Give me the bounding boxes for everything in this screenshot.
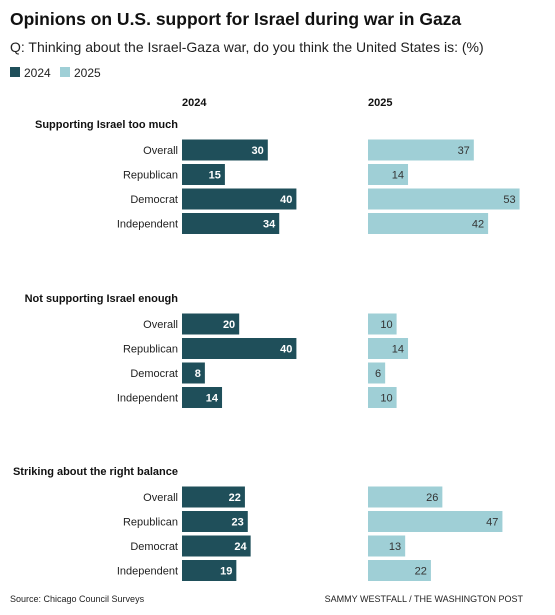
- value-label-2025-republican: 14: [392, 344, 404, 356]
- bar-2025-overall: [368, 139, 474, 161]
- value-label-2024-republican: 40: [280, 344, 292, 356]
- bar-2025-democrat: [368, 535, 406, 557]
- bar-2024-overall: [182, 313, 240, 335]
- bar-2024-republican: [182, 338, 297, 359]
- category-label-democrat: Democrat: [130, 368, 178, 380]
- category-label-republican: Republican: [123, 517, 178, 529]
- category-label-overall: Overall: [143, 319, 178, 331]
- value-label-2024-democrat: 40: [280, 194, 292, 206]
- group-title: Not supporting Israel enough: [25, 293, 179, 305]
- legend-swatch-2025: [60, 67, 70, 77]
- value-label-2025-democrat: 13: [389, 541, 401, 553]
- bar-2024-independent: [182, 387, 223, 408]
- value-label-2024-democrat: 8: [195, 368, 201, 380]
- value-label-2024-overall: 30: [252, 145, 264, 157]
- bar-2024-democrat: [182, 535, 251, 557]
- value-label-2024-republican: 23: [232, 517, 244, 529]
- bar-2025-republican: [368, 511, 503, 532]
- value-label-2025-democrat: 53: [503, 194, 515, 206]
- value-label-2025-republican: 47: [486, 517, 498, 529]
- legend-label-2024: 2024: [24, 66, 51, 80]
- bar-2025-democrat: [368, 362, 386, 384]
- bar-2025-democrat: [368, 188, 520, 210]
- bar-2025-republican: [368, 338, 409, 359]
- group-title: Supporting Israel too much: [35, 119, 178, 131]
- value-label-2024-overall: 22: [229, 492, 241, 504]
- bar-2025-independent: [368, 560, 431, 581]
- value-label-2024-overall: 20: [223, 319, 235, 331]
- bar-2024-overall: [182, 486, 245, 508]
- value-label-2025-republican: 14: [392, 170, 404, 182]
- value-label-2024-republican: 15: [209, 170, 221, 182]
- bar-2025-overall: [368, 313, 397, 335]
- category-label-independent: Independent: [117, 393, 178, 405]
- category-label-independent: Independent: [117, 566, 178, 578]
- column-header-2024: 2024: [182, 97, 207, 109]
- value-label-2024-independent: 14: [206, 393, 219, 405]
- value-label-2025-independent: 22: [415, 566, 427, 578]
- category-label-overall: Overall: [143, 492, 178, 504]
- value-label-2025-overall: 26: [426, 492, 438, 504]
- legend-label-2025: 2025: [74, 66, 101, 80]
- value-label-2024-democrat: 24: [234, 541, 247, 553]
- category-label-democrat: Democrat: [130, 194, 178, 206]
- bar-2024-democrat: [182, 362, 205, 384]
- group-title: Striking about the right balance: [13, 466, 178, 478]
- bar-2025-independent: [368, 387, 397, 408]
- legend-swatch-2024: [10, 67, 20, 77]
- value-label-2025-overall: 10: [380, 319, 392, 331]
- value-label-2024-independent: 34: [263, 219, 276, 231]
- bar-2024-independent: [182, 213, 280, 234]
- bar-2024-republican: [182, 164, 225, 185]
- value-label-2025-independent: 42: [472, 219, 484, 231]
- source-note: Source: Chicago Council Surveys: [10, 594, 145, 604]
- bar-2024-independent: [182, 560, 237, 581]
- category-label-republican: Republican: [123, 344, 178, 356]
- category-label-republican: Republican: [123, 170, 178, 182]
- bar-2025-republican: [368, 164, 409, 185]
- category-label-overall: Overall: [143, 145, 178, 157]
- value-label-2025-independent: 10: [380, 393, 392, 405]
- bar-2024-republican: [182, 511, 248, 532]
- chart-title: Opinions on U.S. support for Israel duri…: [10, 9, 462, 29]
- bar-2025-independent: [368, 213, 489, 234]
- value-label-2025-overall: 37: [458, 145, 470, 157]
- category-label-democrat: Democrat: [130, 541, 178, 553]
- bar-2025-overall: [368, 486, 443, 508]
- value-label-2025-democrat: 6: [375, 368, 381, 380]
- value-label-2024-independent: 19: [220, 566, 232, 578]
- credit-note: SAMMY WESTFALL / THE WASHINGTON POST: [324, 594, 523, 604]
- bar-2024-democrat: [182, 188, 297, 210]
- category-label-independent: Independent: [117, 219, 178, 231]
- column-header-2025: 2025: [368, 97, 393, 109]
- chart-subtitle: Q: Thinking about the Israel-Gaza war, d…: [10, 39, 484, 55]
- bar-2024-overall: [182, 139, 268, 161]
